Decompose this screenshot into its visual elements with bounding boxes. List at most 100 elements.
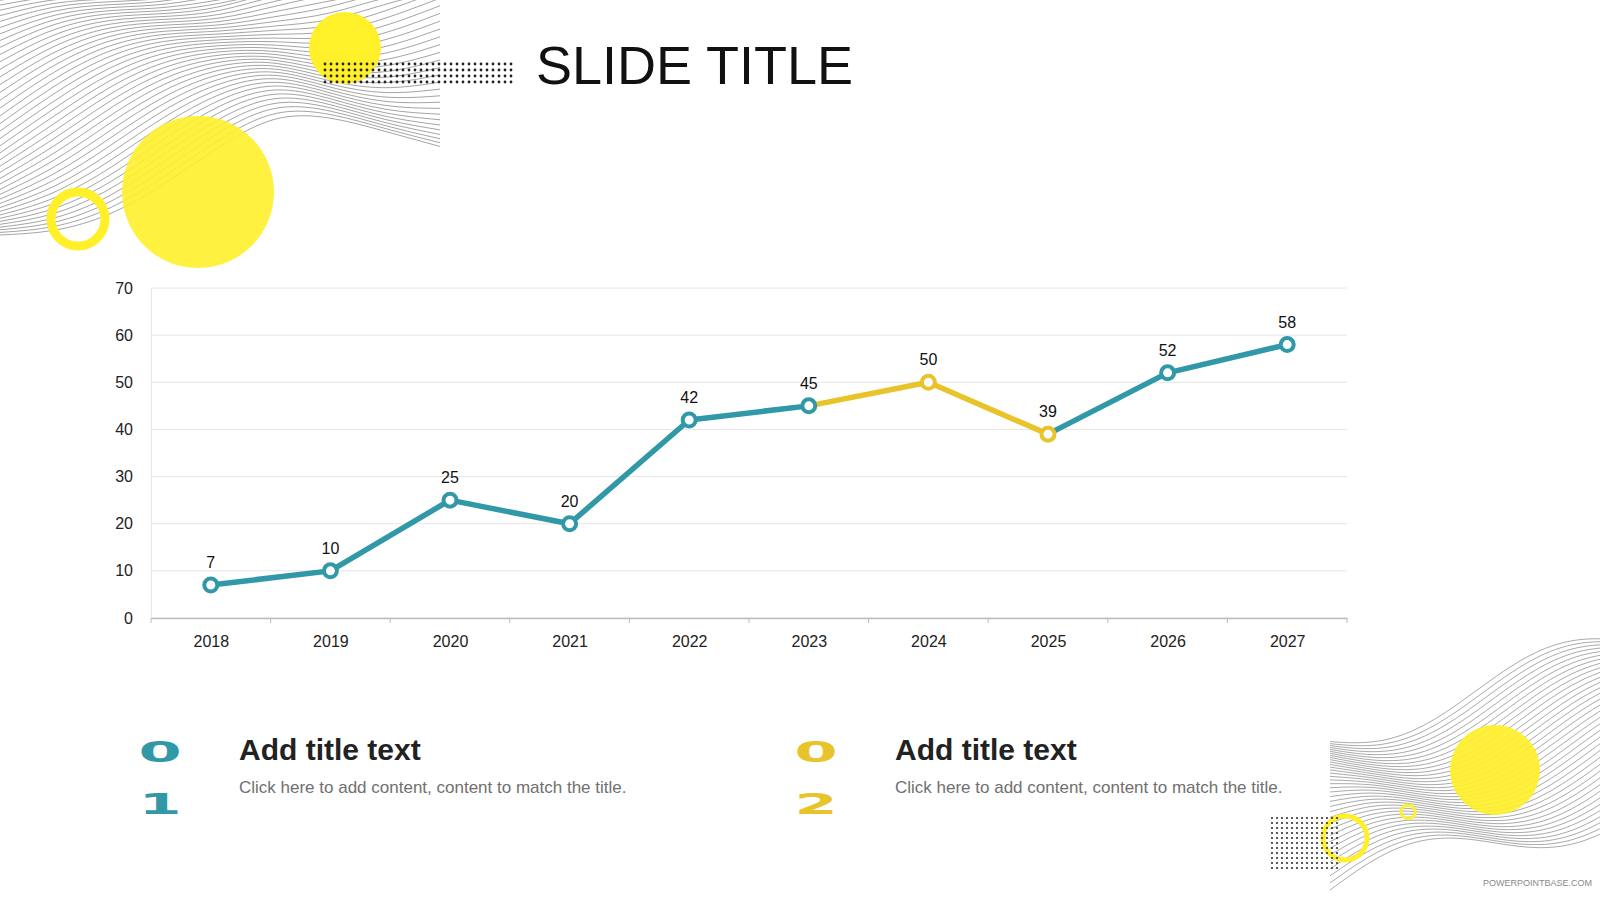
deco-dot — [1271, 842, 1273, 844]
deco-dot — [1326, 822, 1328, 824]
deco-dot — [1321, 827, 1323, 829]
data-label: 42 — [680, 389, 698, 406]
deco-dot — [1336, 817, 1338, 819]
deco-dot — [1306, 867, 1308, 869]
deco-dot — [360, 81, 363, 84]
deco-dot — [366, 63, 369, 66]
deco-dot — [1306, 832, 1308, 834]
deco-dot — [1306, 822, 1308, 824]
deco-dot — [396, 81, 399, 84]
deco-dot — [1321, 822, 1323, 824]
deco-ring — [1323, 816, 1367, 860]
deco-dot — [378, 75, 381, 78]
deco-dot — [1301, 847, 1303, 849]
deco-dot — [1321, 852, 1323, 854]
deco-dot — [1311, 857, 1313, 859]
deco-dot — [1281, 827, 1283, 829]
deco-dot — [378, 69, 381, 72]
deco-dot — [1311, 867, 1313, 869]
deco-dot — [1321, 857, 1323, 859]
deco-dot — [1306, 842, 1308, 844]
deco-dot — [498, 81, 501, 84]
deco-dot — [378, 63, 381, 66]
deco-dot — [510, 63, 513, 66]
deco-dot — [414, 75, 417, 78]
y-tick-label: 20 — [115, 515, 133, 532]
y-tick-label: 60 — [115, 327, 133, 344]
wave-line — [0, 0, 440, 16]
y-tick-label: 30 — [115, 468, 133, 485]
x-tick-label: 2026 — [1150, 633, 1186, 650]
x-tick-label: 2020 — [433, 633, 469, 650]
deco-dot — [492, 75, 495, 78]
slide-title: SLIDE TITLE — [536, 35, 853, 95]
data-label: 52 — [1159, 342, 1177, 359]
deco-dot — [1316, 857, 1318, 859]
deco-dot — [1331, 832, 1333, 834]
deco-dot — [1291, 852, 1293, 854]
deco-dot — [1311, 822, 1313, 824]
deco-dot — [1321, 867, 1323, 869]
grid-line — [151, 335, 1347, 336]
point-marker — [1281, 338, 1294, 351]
deco-dot — [444, 69, 447, 72]
deco-dot — [432, 81, 435, 84]
deco-dot — [1281, 832, 1283, 834]
deco-dot — [426, 75, 429, 78]
deco-dot — [450, 75, 453, 78]
grid-line — [151, 523, 1347, 524]
watermark: POWERPOINTBASE.COM — [1483, 878, 1592, 888]
deco-dot — [1291, 827, 1293, 829]
deco-dot — [348, 63, 351, 66]
x-tick-label: 2023 — [792, 633, 828, 650]
deco-dot — [432, 75, 435, 78]
x-tick-label: 2022 — [672, 633, 708, 650]
wave-line — [1330, 644, 1600, 748]
deco-dot — [462, 81, 465, 84]
wave-line — [0, 0, 440, 1]
deco-dot — [1276, 852, 1278, 854]
deco-dot — [1286, 837, 1288, 839]
deco-dot — [462, 69, 465, 72]
deco-dot — [1321, 837, 1323, 839]
deco-dot — [1296, 842, 1298, 844]
data-labels: 7102520424550395258 — [206, 314, 1296, 571]
deco-dot — [1301, 817, 1303, 819]
x-tick: 2026 — [1150, 618, 1186, 650]
deco-dot — [414, 69, 417, 72]
deco-dot — [456, 63, 459, 66]
deco-dot — [1336, 862, 1338, 864]
line-segment — [809, 382, 929, 406]
deco-dot — [1336, 857, 1338, 859]
deco-dot — [1326, 862, 1328, 864]
deco-dot — [402, 63, 405, 66]
point-marker — [683, 414, 696, 427]
deco-dot — [1306, 827, 1308, 829]
x-tick-label: 2024 — [911, 633, 947, 650]
deco-dot — [426, 69, 429, 72]
wave-line — [0, 0, 440, 10]
deco-dot — [324, 63, 327, 66]
wave-line — [0, 0, 440, 27]
deco-dot — [1336, 832, 1338, 834]
y-tick: 70 — [115, 280, 151, 297]
category-divider — [270, 618, 271, 623]
deco-dot — [1296, 822, 1298, 824]
deco-dot — [1326, 827, 1328, 829]
data-label: 10 — [322, 540, 340, 557]
deco-dot — [1331, 847, 1333, 849]
deco-dot — [354, 75, 357, 78]
deco-dot — [1271, 832, 1273, 834]
deco-dot — [336, 69, 339, 72]
y-tick: 10 — [115, 562, 151, 579]
deco-dot — [1296, 817, 1298, 819]
deco-dot — [438, 81, 441, 84]
deco-dot — [1291, 842, 1293, 844]
deco-dot — [1316, 852, 1318, 854]
deco-dot — [498, 69, 501, 72]
wave-line — [1330, 647, 1600, 752]
deco-dot — [1326, 857, 1328, 859]
deco-dot — [402, 75, 405, 78]
deco-dot — [366, 75, 369, 78]
deco-dot — [348, 75, 351, 78]
